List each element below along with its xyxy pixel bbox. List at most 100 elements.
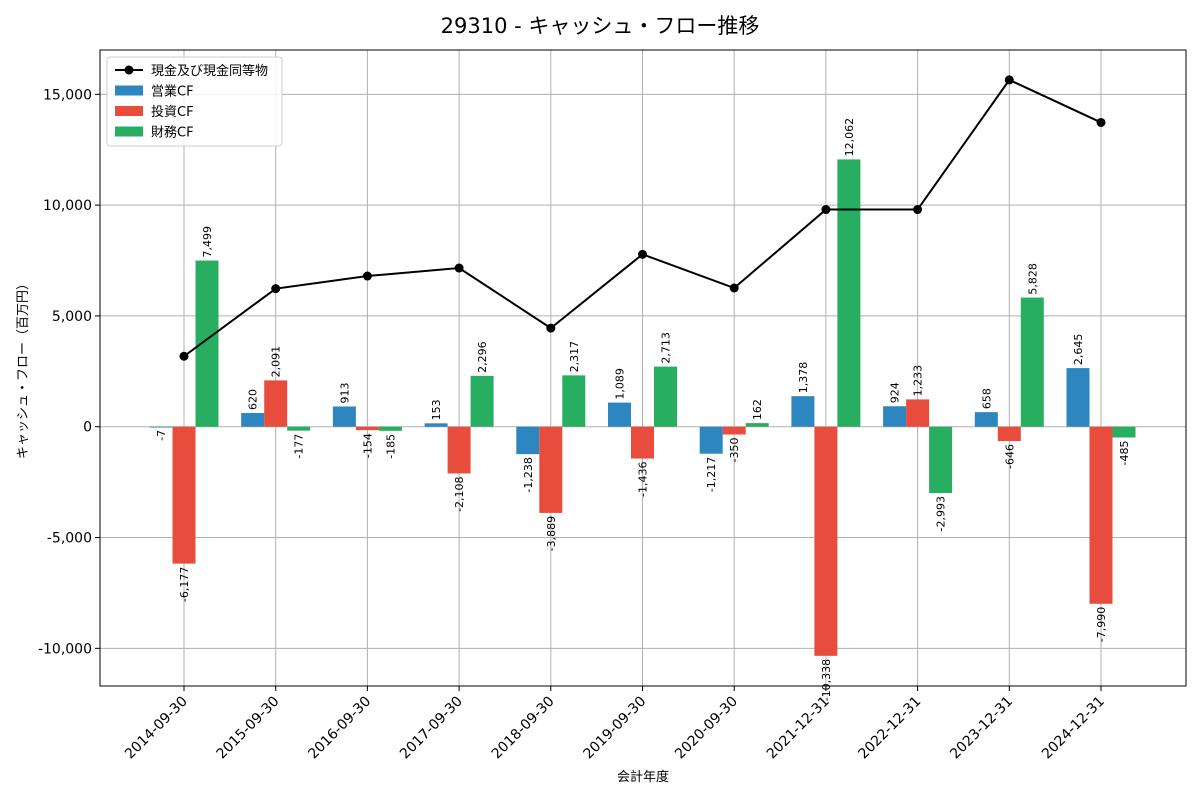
bar [332,406,356,427]
bar-value-label: 2,713 [660,332,673,364]
bar [539,426,563,513]
cash-point [454,263,464,273]
bar [791,396,815,427]
bar [906,399,930,427]
bar-value-label: -1,217 [705,457,718,492]
bar-value-label: 2,645 [1072,334,1085,366]
bar-series [149,159,1136,656]
bar [195,260,219,427]
bar [264,380,288,427]
bar-value-label: -185 [384,434,397,459]
bar-value-label: 620 [247,389,260,410]
bar-value-label: -2,108 [453,476,466,511]
cash-point [546,323,556,333]
bar-value-label: -1,436 [637,462,650,497]
bar [654,366,677,427]
bar-value-label: -154 [361,433,374,458]
cash-point [638,249,647,259]
y-axis: -10,000 -5,000 0 5,000 10,000 15,000 [38,87,100,657]
bar [424,423,448,427]
bar [516,426,540,455]
bar [470,375,494,427]
bar [929,426,953,494]
bar [378,426,402,431]
bar-value-label: 913 [338,382,351,403]
bar [241,412,265,427]
y-tick-label: 15,000 [43,87,92,103]
bar-value-label: 1,233 [912,365,925,397]
bar-value-label: -646 [1003,444,1016,469]
bar-value-label: -2,993 [935,496,948,531]
bar-value-label: 5,828 [1026,263,1039,295]
line-series [179,75,1106,361]
bar [608,402,631,427]
bar-value-label: 658 [980,388,993,409]
cash-point [1096,117,1106,127]
legend-bar-swatch [115,85,143,96]
bar-value-label: 12,062 [843,118,856,157]
bar-value-label: -7,990 [1095,607,1108,642]
legend-bar-swatch [115,106,143,116]
bar-value-label: 1,378 [797,362,810,394]
cash-point [821,205,831,215]
bar [1112,426,1136,438]
cash-point [913,205,923,215]
bar [172,426,196,564]
bar-value-label: -177 [293,434,306,459]
bar [837,159,861,427]
bar [631,426,654,459]
bar-value-label: -6,177 [178,567,191,602]
bar [287,426,311,431]
bar-value-label: 924 [889,382,902,403]
bar [562,375,586,427]
bar-value-label: -350 [728,437,741,462]
bar [722,426,746,435]
bar-value-label: -1,238 [522,457,535,492]
y-tick-label: 10,000 [43,198,92,214]
y-tick-label: -10,000 [38,641,92,657]
bar-value-label: -10,338 [820,659,833,701]
y-axis-label: キャッシュ・フロー（百万円） [16,277,31,459]
bar-value-label: -7 [155,430,168,441]
cash-point [1004,75,1014,85]
chart-title: 29310 - キャッシュ・フロー推移 [441,14,760,38]
cash-point [179,351,189,361]
bar-value-label: 2,317 [568,341,581,373]
bar-value-label: 2,296 [476,341,489,373]
legend-label: 投資CF [151,104,194,120]
bar-value-label: -485 [1118,440,1131,465]
y-tick-label: -5,000 [47,531,92,547]
y-tick-label: 0 [83,420,92,436]
bar-value-label: 153 [430,399,443,420]
cash-point [271,284,281,294]
bar-value-label: 1,089 [614,368,627,400]
bar [447,426,471,474]
cash-point [362,271,372,281]
y-tick-label: 5,000 [52,309,92,325]
legend-label: 財務CF [151,126,194,141]
bar-value-label: 162 [751,399,764,420]
bar-value-label: 2,091 [270,346,283,378]
bar [883,406,907,427]
legend-bar-swatch [115,126,143,137]
bar [745,423,769,427]
cash-point [729,283,739,293]
bar [1066,368,1090,427]
bar [974,412,998,427]
bar-value-label: 7,499 [201,226,214,258]
bar [997,426,1021,442]
bar [1089,426,1113,604]
legend-label: 現金及び現金同等物 [151,63,268,79]
legend-box [106,56,283,147]
bar [699,426,723,454]
bar [814,426,838,656]
legend-label: 営業CF [151,84,194,100]
x-axis-label: 会計年度 [617,769,669,785]
bar [355,426,379,431]
bar-value-label: -3,889 [545,516,558,551]
data-labels: -7 620 913 153 -1,238 1,089 -1,217 1,378 924 658 2… [155,118,1131,701]
bar [1020,297,1044,427]
